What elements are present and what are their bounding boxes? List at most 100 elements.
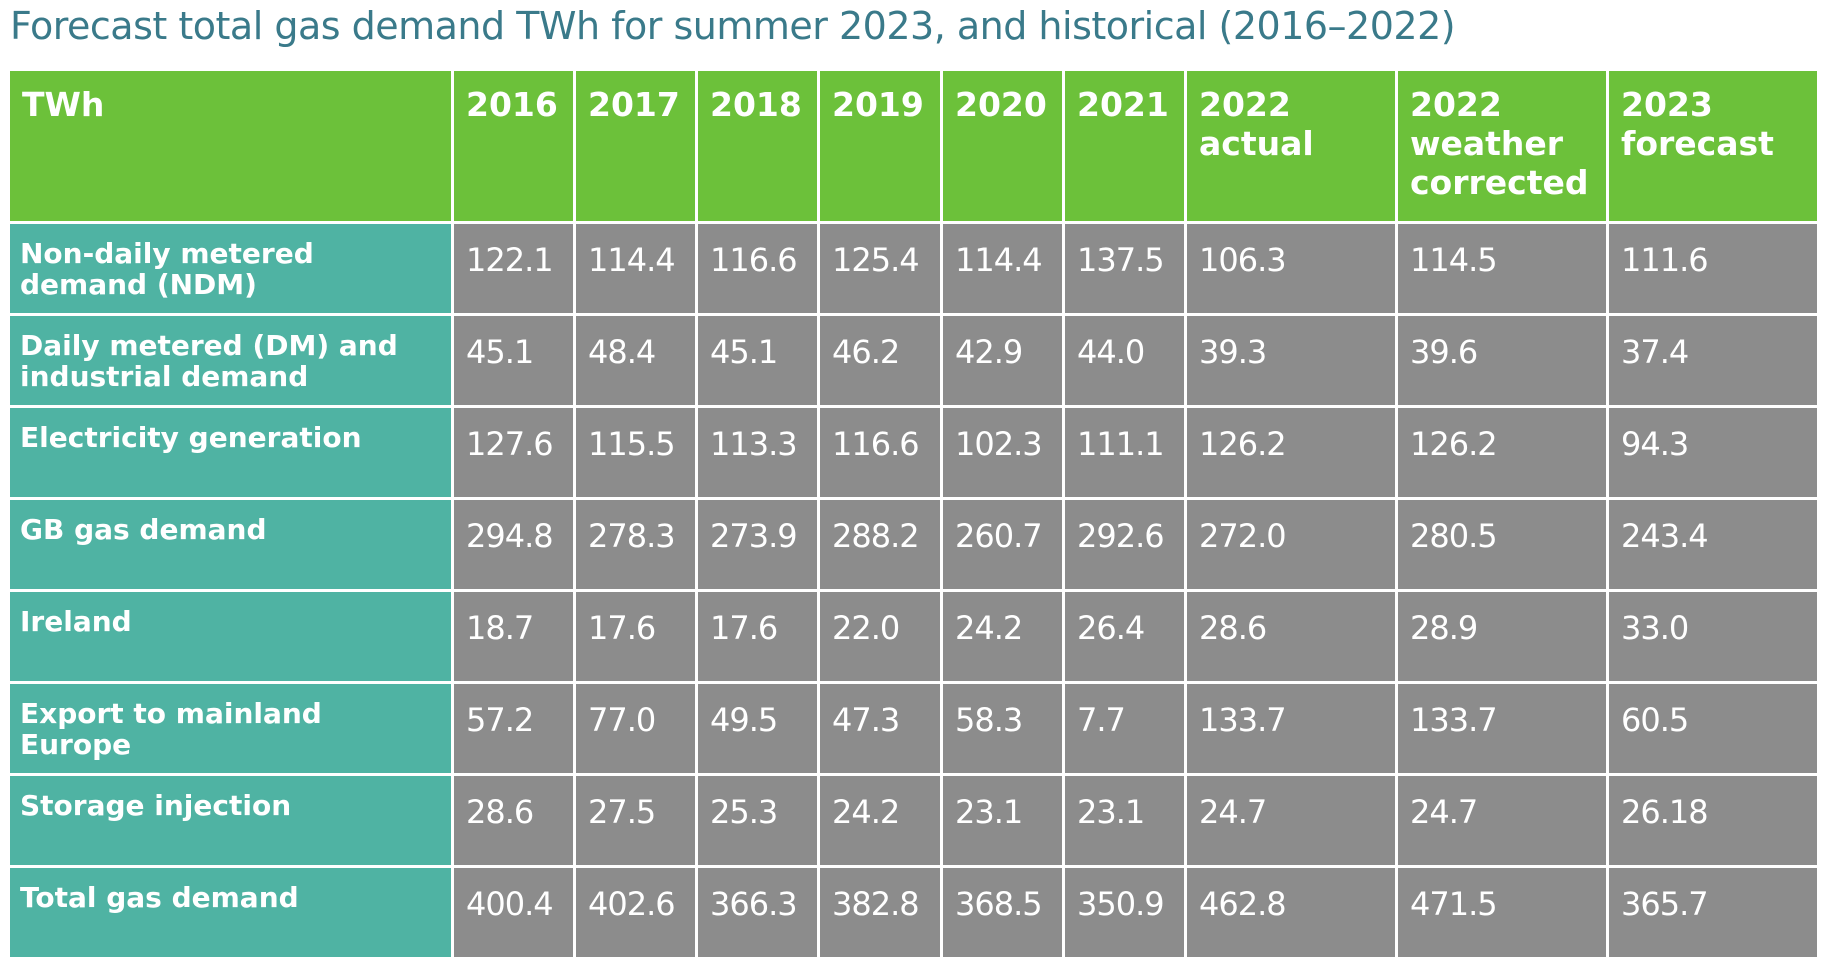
value-cell: 462.8 <box>1187 868 1395 957</box>
value-cell: 260.7 <box>943 500 1062 589</box>
header-cell: 2016 <box>454 71 573 221</box>
value-cell: 111.6 <box>1609 224 1817 313</box>
value-cell: 116.6 <box>698 224 817 313</box>
table-row: Export to mainland Europe 57.2 77.0 49.5 47.… <box>10 684 1817 773</box>
value-cell: 39.3 <box>1187 316 1395 405</box>
header-cell: TWh <box>10 71 451 221</box>
value-cell: 24.2 <box>943 592 1062 681</box>
value-cell: 114.5 <box>1398 224 1606 313</box>
value-cell: 28.6 <box>1187 592 1395 681</box>
value-cell: 113.3 <box>698 408 817 497</box>
header-cell: 2022 weather corrected <box>1398 71 1606 221</box>
value-cell: 114.4 <box>576 224 695 313</box>
value-cell: 22.0 <box>820 592 940 681</box>
header-cell: 2020 <box>943 71 1062 221</box>
row-label: Storage injection <box>10 776 451 865</box>
value-cell: 137.5 <box>1065 224 1184 313</box>
value-cell: 382.8 <box>820 868 940 957</box>
table-row: Non-daily metered demand (NDM) 122.1 114.4… <box>10 224 1817 313</box>
value-cell: 27.5 <box>576 776 695 865</box>
value-cell: 102.3 <box>943 408 1062 497</box>
row-label: Electricity generation <box>10 408 451 497</box>
value-cell: 126.2 <box>1187 408 1395 497</box>
row-label: Daily metered (DM) and industrial demand <box>10 316 451 405</box>
table-row: Daily metered (DM) and industrial demand… <box>10 316 1817 405</box>
row-label: Ireland <box>10 592 451 681</box>
value-cell: 25.3 <box>698 776 817 865</box>
value-cell: 402.6 <box>576 868 695 957</box>
value-cell: 44.0 <box>1065 316 1184 405</box>
value-cell: 243.4 <box>1609 500 1817 589</box>
value-cell: 24.7 <box>1398 776 1606 865</box>
value-cell: 273.9 <box>698 500 817 589</box>
value-cell: 45.1 <box>454 316 573 405</box>
value-cell: 133.7 <box>1187 684 1395 773</box>
value-cell: 116.6 <box>820 408 940 497</box>
value-cell: 125.4 <box>820 224 940 313</box>
value-cell: 37.4 <box>1609 316 1817 405</box>
value-cell: 94.3 <box>1609 408 1817 497</box>
value-cell: 47.3 <box>820 684 940 773</box>
header-cell: 2022 actual <box>1187 71 1395 221</box>
value-cell: 471.5 <box>1398 868 1606 957</box>
value-cell: 114.4 <box>943 224 1062 313</box>
header-cell: 2019 <box>820 71 940 221</box>
table-row: GB gas demand 294.8 278.3 273.9 288.2 260.7 29… <box>10 500 1817 589</box>
value-cell: 133.7 <box>1398 684 1606 773</box>
value-cell: 126.2 <box>1398 408 1606 497</box>
value-cell: 48.4 <box>576 316 695 405</box>
table-row: Electricity generation 127.6 115.5 113.3 116… <box>10 408 1817 497</box>
value-cell: 294.8 <box>454 500 573 589</box>
header-cell: 2018 <box>698 71 817 221</box>
value-cell: 280.5 <box>1398 500 1606 589</box>
value-cell: 60.5 <box>1609 684 1817 773</box>
value-cell: 17.6 <box>698 592 817 681</box>
value-cell: 46.2 <box>820 316 940 405</box>
table-row: Storage injection 28.6 27.5 25.3 24.2 23.1 23.… <box>10 776 1817 865</box>
value-cell: 24.7 <box>1187 776 1395 865</box>
value-cell: 7.7 <box>1065 684 1184 773</box>
value-cell: 28.6 <box>454 776 573 865</box>
header-cell: 2023 forecast <box>1609 71 1817 221</box>
value-cell: 278.3 <box>576 500 695 589</box>
value-cell: 45.1 <box>698 316 817 405</box>
value-cell: 26.4 <box>1065 592 1184 681</box>
gas-demand-table: TWh 2016 2017 2018 2019 2020 2021 2022 a… <box>7 68 1820 960</box>
value-cell: 127.6 <box>454 408 573 497</box>
value-cell: 288.2 <box>820 500 940 589</box>
value-cell: 292.6 <box>1065 500 1184 589</box>
value-cell: 400.4 <box>454 868 573 957</box>
value-cell: 77.0 <box>576 684 695 773</box>
value-cell: 57.2 <box>454 684 573 773</box>
row-label: GB gas demand <box>10 500 451 589</box>
value-cell: 18.7 <box>454 592 573 681</box>
value-cell: 28.9 <box>1398 592 1606 681</box>
header-cell: 2017 <box>576 71 695 221</box>
value-cell: 23.1 <box>1065 776 1184 865</box>
value-cell: 39.6 <box>1398 316 1606 405</box>
row-label: Export to mainland Europe <box>10 684 451 773</box>
table-header-row: TWh 2016 2017 2018 2019 2020 2021 2022 a… <box>10 71 1817 221</box>
value-cell: 365.7 <box>1609 868 1817 957</box>
value-cell: 368.5 <box>943 868 1062 957</box>
header-cell: 2021 <box>1065 71 1184 221</box>
value-cell: 106.3 <box>1187 224 1395 313</box>
value-cell: 366.3 <box>698 868 817 957</box>
value-cell: 42.9 <box>943 316 1062 405</box>
page-title: Forecast total gas demand TWh for summer… <box>10 4 1456 48</box>
value-cell: 350.9 <box>1065 868 1184 957</box>
value-cell: 17.6 <box>576 592 695 681</box>
value-cell: 115.5 <box>576 408 695 497</box>
value-cell: 24.2 <box>820 776 940 865</box>
row-label: Total gas demand <box>10 868 451 957</box>
value-cell: 23.1 <box>943 776 1062 865</box>
value-cell: 58.3 <box>943 684 1062 773</box>
value-cell: 49.5 <box>698 684 817 773</box>
row-label: Non-daily metered demand (NDM) <box>10 224 451 313</box>
table-row: Ireland 18.7 17.6 17.6 22.0 24.2 26.4 28.6 28.9 3… <box>10 592 1817 681</box>
value-cell: 272.0 <box>1187 500 1395 589</box>
value-cell: 26.18 <box>1609 776 1817 865</box>
value-cell: 122.1 <box>454 224 573 313</box>
value-cell: 33.0 <box>1609 592 1817 681</box>
table-row: Total gas demand 400.4 402.6 366.3 382.8 368.… <box>10 868 1817 957</box>
